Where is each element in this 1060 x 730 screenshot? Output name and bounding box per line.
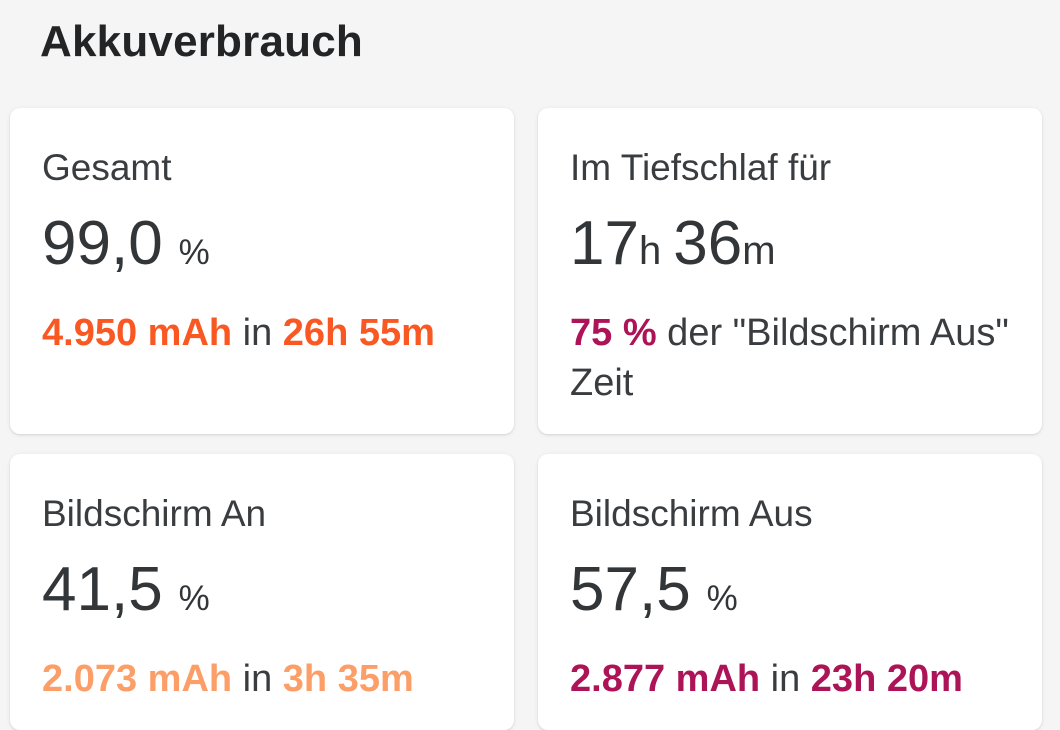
- card-screen-on-stat-separator: in: [232, 658, 283, 700]
- card-screen-off-stat: 2.877 mAh in 23h 20m: [570, 654, 1010, 704]
- card-screen-on: Bildschirm An 41,5% 2.073 mAh in 3h 35m: [10, 454, 514, 730]
- card-deep-sleep-stat-text-2: Zeit: [570, 362, 634, 404]
- card-screen-off-stat-separator: in: [760, 658, 811, 700]
- card-deep-sleep-stat-text: der "Bildschirm Aus": [656, 312, 1009, 354]
- card-deep-sleep-minutes: 36: [673, 209, 743, 278]
- card-deep-sleep-label: Im Tiefschlaf für: [570, 147, 832, 188]
- page-title: Akkuverbrauch: [40, 17, 363, 66]
- card-screen-off-value: 57,5: [570, 555, 691, 624]
- card-screen-off: Bildschirm Aus 57,5% 2.877 mAh in 23h 20…: [538, 454, 1042, 730]
- card-screen-on-value: 41,5: [42, 555, 163, 624]
- card-screen-on-stat: 2.073 mAh in 3h 35m: [42, 654, 482, 704]
- card-screen-on-unit: %: [178, 579, 210, 618]
- card-deep-sleep-minutes-unit: m: [742, 229, 776, 273]
- card-deep-sleep-hours: 17: [570, 209, 639, 278]
- card-total-stat: 4.950 mAh in 26h 55m: [42, 308, 482, 358]
- card-screen-off-unit: %: [706, 579, 738, 618]
- battery-stats-grid: Gesamt 99,0% 4.950 mAh in 26h 55m Im Tie…: [10, 108, 1042, 730]
- card-screen-off-label: Bildschirm Aus: [570, 493, 813, 534]
- card-screen-off-stat-amount: 2.877 mAh: [570, 658, 761, 700]
- card-screen-on-label: Bildschirm An: [42, 493, 267, 534]
- card-screen-on-stat-amount: 2.073 mAh: [42, 658, 233, 700]
- card-screen-on-value-row: 41,5%: [42, 554, 482, 642]
- card-total-stat-duration: 26h 55m: [282, 312, 435, 354]
- card-total-stat-amount: 4.950 mAh: [42, 312, 233, 354]
- card-total-value: 99,0: [42, 209, 163, 278]
- card-deep-sleep-stat-percent: 75 %: [570, 312, 657, 354]
- card-deep-sleep-hours-unit: h: [638, 229, 662, 273]
- card-total: Gesamt 99,0% 4.950 mAh in 26h 55m: [10, 108, 514, 434]
- card-screen-off-stat-duration: 23h 20m: [810, 658, 963, 700]
- card-total-value-row: 99,0%: [42, 208, 482, 296]
- card-screen-on-stat-duration: 3h 35m: [282, 658, 414, 700]
- card-screen-off-value-row: 57,5%: [570, 554, 1010, 642]
- card-total-unit: %: [178, 233, 210, 272]
- card-deep-sleep-stat: 75 % der "Bildschirm Aus" Zeit: [570, 308, 1010, 408]
- card-deep-sleep-value-row: 17h 36m: [570, 208, 1010, 296]
- card-total-stat-separator: in: [232, 312, 283, 354]
- card-deep-sleep: Im Tiefschlaf für 17h 36m 75 % der "Bilds…: [538, 108, 1042, 434]
- card-total-label: Gesamt: [42, 147, 172, 188]
